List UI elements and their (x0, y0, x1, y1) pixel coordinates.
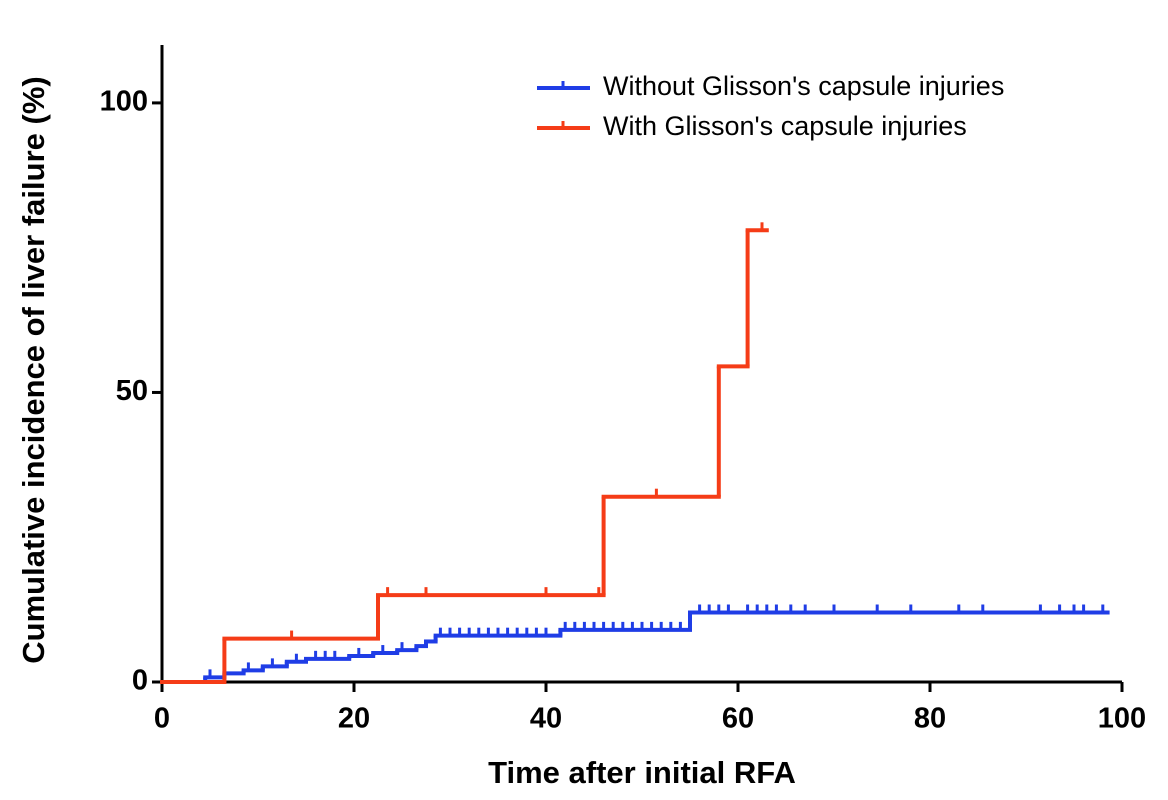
y-tick-label: 100 (100, 86, 148, 118)
x-tick-label: 60 (722, 703, 754, 735)
x-tick-label: 80 (914, 703, 946, 735)
y-tick-label: 0 (132, 665, 148, 697)
y-tick-label: 50 (116, 375, 148, 407)
series (160, 604, 1110, 684)
x-tick-label: 20 (338, 703, 370, 735)
x-tick-label: 0 (154, 703, 170, 735)
x-axis-title: Time after initial RFA (488, 755, 796, 790)
series (160, 222, 769, 684)
legend-label: Without Glisson's capsule injuries (603, 71, 1004, 101)
y-axis-title: Cumulative incidence of liver failure (%… (16, 76, 51, 663)
legend-label: With Glisson's capsule injuries (603, 111, 967, 141)
x-tick-label: 100 (1098, 703, 1146, 735)
x-tick-label: 40 (530, 703, 562, 735)
